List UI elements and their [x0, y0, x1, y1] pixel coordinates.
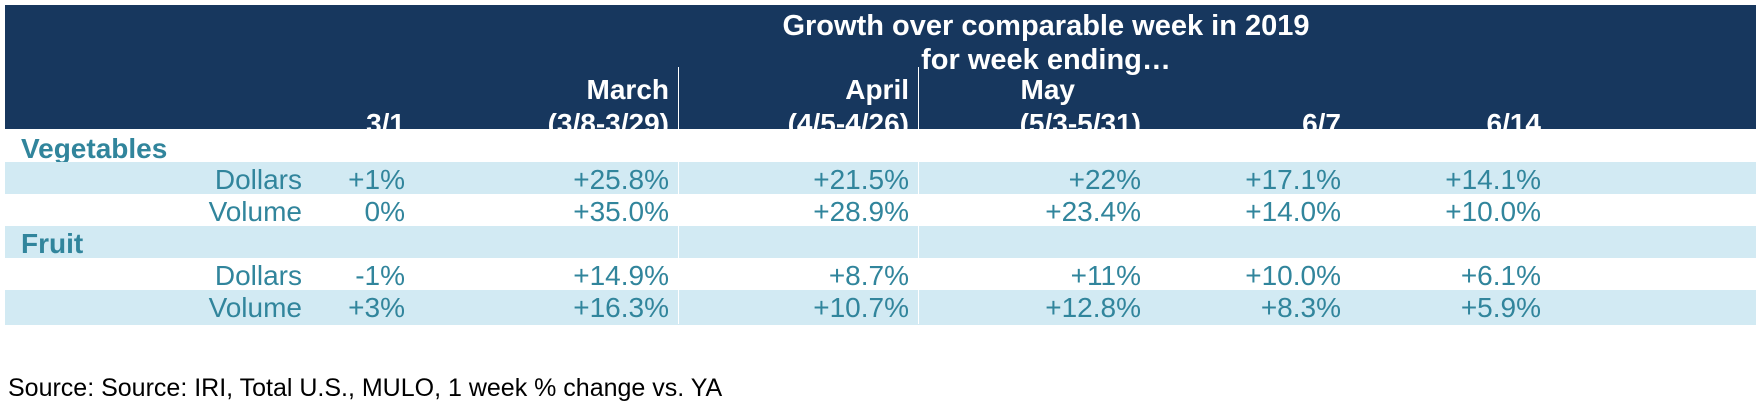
table-row-vegetables-dollars: Dollars +1% +25.8% +21.5% +22% +17.1% +1… — [5, 162, 1756, 197]
value-cell: +5.9% — [1460, 292, 1541, 323]
value-cell: 0% — [364, 196, 405, 227]
column-divider — [918, 67, 919, 324]
value-cell: +17.1% — [1245, 164, 1341, 195]
value-cell: +6.1% — [1460, 260, 1541, 291]
category-label: Fruit — [21, 228, 84, 259]
value-cell: +10.0% — [1245, 260, 1341, 291]
title-line-2: for week ending… — [921, 44, 1171, 76]
value-cell: +28.9% — [813, 196, 909, 227]
column-header-label: May — [1020, 74, 1075, 105]
value-cell: +14.9% — [573, 260, 669, 291]
value-cell: -1% — [355, 260, 405, 291]
title-line-1: Growth over comparable week in 2019 — [782, 10, 1310, 42]
value-cell: +25.8% — [573, 164, 669, 195]
value-cell: +8.3% — [1260, 292, 1341, 323]
value-cell: +23.4% — [1045, 196, 1141, 227]
category-row-fruit: Fruit — [5, 226, 1756, 261]
metric-label: Dollars — [214, 260, 302, 291]
value-cell: +3% — [348, 292, 405, 323]
value-cell: +11% — [1070, 260, 1141, 291]
value-cell: +10.7% — [813, 292, 909, 323]
category-label: Vegetables — [21, 133, 168, 164]
value-cell: +14.0% — [1245, 196, 1341, 227]
value-cell: +12.8% — [1045, 292, 1141, 323]
value-cell: +14.1% — [1445, 164, 1541, 195]
table-row-vegetables-volume: Volume 0% +35.0% +28.9% +23.4% +14.0% +1… — [5, 194, 1756, 229]
metric-label: Volume — [208, 196, 302, 227]
table-row-fruit-volume: Volume +3% +16.3% +10.7% +12.8% +8.3% +5… — [5, 290, 1756, 325]
table-title: Growth over comparable week in 2019 for … — [5, 9, 1756, 77]
source-note: Source: Source: IRI, Total U.S., MULO, 1… — [8, 374, 723, 402]
value-cell: +10.0% — [1445, 196, 1541, 227]
category-row-vegetables: Vegetables — [5, 129, 1756, 164]
table-row-fruit-dollars: Dollars -1% +14.9% +8.7% +11% +10.0% +6.… — [5, 258, 1756, 293]
metric-label: Dollars — [214, 164, 302, 195]
value-cell: +35.0% — [573, 196, 669, 227]
value-cell: +22% — [1068, 164, 1141, 195]
growth-table: Growth over comparable week in 2019 for … — [5, 5, 1756, 360]
column-divider — [678, 67, 679, 324]
value-cell: +1% — [348, 164, 405, 195]
column-header-label: April — [845, 74, 909, 105]
value-cell: +16.3% — [573, 292, 669, 323]
table-header: Growth over comparable week in 2019 for … — [5, 5, 1756, 144]
metric-label: Volume — [208, 292, 302, 323]
value-cell: +21.5% — [813, 164, 909, 195]
column-header-label: March — [586, 74, 669, 105]
value-cell: +8.7% — [828, 260, 909, 291]
